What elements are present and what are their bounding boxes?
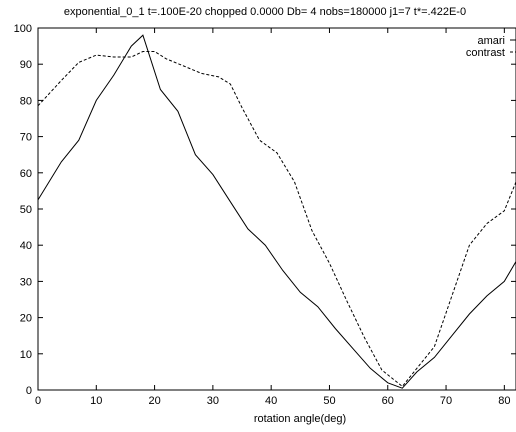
x-tick-label: 80 <box>498 395 510 407</box>
x-tick-label: 0 <box>35 395 41 407</box>
x-tick-label: 60 <box>382 395 394 407</box>
y-tick-label: 90 <box>20 59 32 71</box>
y-tick-label: 0 <box>26 385 32 397</box>
x-tick-label: 30 <box>207 395 219 407</box>
x-axis: 0 10 20 30 40 50 60 70 80 <box>35 28 510 407</box>
y-tick-label: 10 <box>20 349 32 361</box>
series-line-amari <box>37 34 516 389</box>
y-tick-label: 20 <box>20 313 32 325</box>
y-tick-label: 100 <box>14 23 32 35</box>
x-tick-label: 40 <box>265 395 277 407</box>
x-tick-label: 20 <box>148 395 160 407</box>
y-tick-label: 80 <box>20 95 32 107</box>
x-axis-label: rotation angle(deg) <box>254 413 346 425</box>
plot-frame <box>37 27 516 391</box>
y-tick-label: 60 <box>20 168 32 180</box>
x-tick-label: 10 <box>90 395 102 407</box>
y-axis: 0 10 20 30 40 50 60 70 80 90 100 <box>14 23 516 397</box>
series-lines <box>37 34 516 389</box>
y-tick-label: 50 <box>20 204 32 216</box>
legend-label-contrast: contrast <box>466 47 505 59</box>
y-tick-label: 30 <box>20 276 32 288</box>
y-tick-label: 70 <box>20 132 32 144</box>
y-tick-label: 40 <box>20 240 32 252</box>
series-line-contrast <box>37 51 516 388</box>
legend-label-amari: amari <box>477 35 505 47</box>
chart-title: exponential_0_1 t=.100E-20 chopped 0.000… <box>64 6 466 18</box>
x-tick-label: 70 <box>440 395 452 407</box>
x-tick-label: 50 <box>323 395 335 407</box>
